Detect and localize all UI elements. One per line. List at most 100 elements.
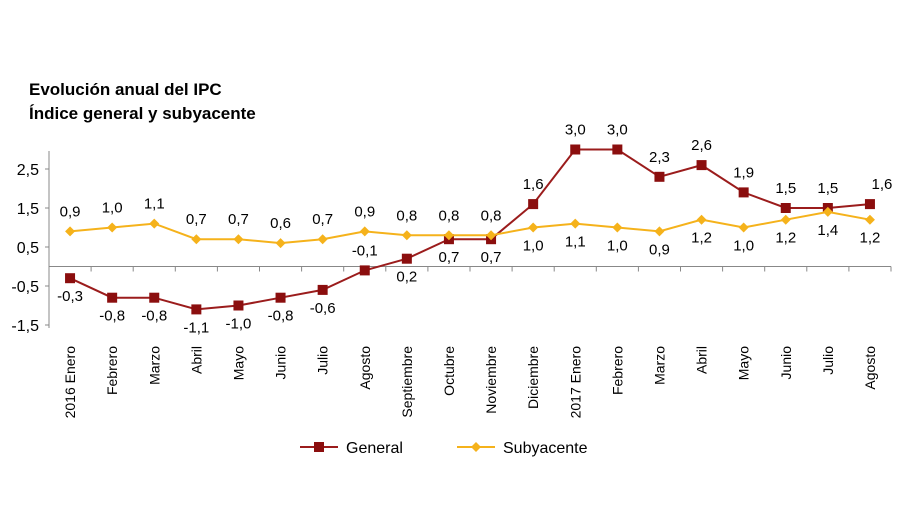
data-point-general bbox=[401, 253, 412, 264]
data-point-subyacente bbox=[696, 214, 707, 225]
data-point-subyacente bbox=[149, 218, 160, 229]
data-point-subyacente bbox=[486, 230, 497, 241]
x-tick-label: Abril bbox=[188, 346, 204, 374]
data-point-subyacente bbox=[359, 226, 370, 237]
x-tick-label: Mayo bbox=[230, 346, 246, 380]
data-label: 3,0 bbox=[565, 122, 586, 139]
data-point-general bbox=[780, 203, 791, 213]
data-label: -0,8 bbox=[99, 308, 125, 325]
x-tick-label: Junio bbox=[778, 346, 794, 380]
y-tick-label: -1,5 bbox=[11, 318, 39, 335]
data-label: 3,0 bbox=[607, 122, 628, 139]
data-point-general bbox=[864, 199, 875, 210]
x-tick-label: Octubre bbox=[441, 346, 457, 396]
data-point-general bbox=[233, 300, 244, 311]
data-label: 0,7 bbox=[439, 249, 460, 266]
x-tick-label: Junio bbox=[273, 346, 289, 380]
data-label: 2,3 bbox=[649, 149, 670, 166]
data-label: 1,2 bbox=[860, 230, 881, 247]
data-point-subyacente bbox=[443, 230, 454, 241]
data-label: 1,0 bbox=[607, 238, 628, 255]
data-label: 1,2 bbox=[775, 230, 796, 247]
data-point-subyacente bbox=[612, 222, 623, 233]
data-label: -0,3 bbox=[57, 288, 83, 305]
data-point-subyacente bbox=[654, 226, 665, 237]
data-label: 0,8 bbox=[439, 207, 460, 224]
x-tick-label: Septiembre bbox=[399, 346, 415, 418]
data-label: 0,8 bbox=[481, 207, 502, 224]
data-label: 1,2 bbox=[691, 230, 712, 247]
data-label: 0,7 bbox=[186, 211, 207, 228]
chart-subtitle: Índice general y subyacente bbox=[29, 104, 256, 123]
data-label: 1,0 bbox=[733, 238, 754, 255]
x-tick-label: Febrero bbox=[104, 346, 120, 395]
data-point-subyacente bbox=[864, 214, 875, 225]
x-tick-label: Agosto bbox=[357, 346, 373, 390]
data-label: 0,7 bbox=[312, 211, 333, 228]
data-label: -0,1 bbox=[352, 242, 378, 259]
legend-marker-square-icon bbox=[314, 442, 324, 452]
y-tick-label: -0,5 bbox=[11, 279, 39, 296]
x-tick-label: Febrero bbox=[609, 346, 625, 395]
data-label: 0,8 bbox=[396, 207, 417, 224]
data-label: 1,1 bbox=[565, 234, 586, 251]
legend-label: General bbox=[346, 440, 403, 457]
data-label: 1,9 bbox=[733, 164, 754, 181]
data-point-general bbox=[696, 160, 707, 171]
legend-label: Subyacente bbox=[503, 440, 588, 457]
x-tick-label: Marzo bbox=[651, 346, 667, 385]
x-tick-label: Marzo bbox=[146, 346, 162, 385]
y-tick-label: 2,5 bbox=[17, 162, 39, 179]
data-label: -0,8 bbox=[268, 308, 294, 325]
data-point-subyacente bbox=[317, 234, 328, 245]
data-label: 0,6 bbox=[270, 215, 291, 232]
data-label: 0,9 bbox=[60, 203, 81, 220]
chart-title: Evolución anual del IPC bbox=[29, 80, 222, 99]
data-point-general bbox=[359, 265, 370, 276]
data-point-general bbox=[654, 171, 665, 182]
data-point-general bbox=[275, 292, 286, 303]
data-point-general bbox=[317, 284, 328, 295]
data-point-general bbox=[191, 304, 202, 315]
data-point-subyacente bbox=[528, 222, 539, 233]
data-label: -1,0 bbox=[226, 316, 252, 333]
x-tick-label: Noviembre bbox=[483, 346, 499, 414]
data-point-subyacente bbox=[780, 214, 791, 225]
x-tick-label: 2016 Enero bbox=[62, 346, 78, 419]
data-label: 0,7 bbox=[481, 249, 502, 266]
data-label: 1,1 bbox=[144, 196, 165, 213]
data-point-subyacente bbox=[738, 222, 749, 233]
data-point-general bbox=[65, 273, 76, 284]
data-point-general bbox=[612, 144, 623, 155]
data-label: 1,5 bbox=[775, 180, 796, 197]
y-tick-label: 0,5 bbox=[17, 240, 39, 257]
data-label: -0,6 bbox=[310, 300, 336, 317]
data-label: 0,9 bbox=[649, 241, 670, 258]
data-point-subyacente bbox=[191, 234, 202, 245]
x-tick-label: Agosto bbox=[862, 346, 878, 390]
data-point-subyacente bbox=[401, 230, 412, 241]
x-tick-label: Abril bbox=[694, 346, 710, 374]
data-label: 1,0 bbox=[523, 238, 544, 255]
data-point-subyacente bbox=[570, 218, 581, 229]
data-label: -0,8 bbox=[141, 308, 167, 325]
x-tick-label: 2017 Enero bbox=[567, 346, 583, 419]
data-point-general bbox=[528, 199, 539, 210]
data-point-general bbox=[107, 292, 118, 303]
y-tick-label: 1,5 bbox=[17, 201, 39, 218]
legend-marker-diamond-icon bbox=[471, 442, 481, 452]
x-tick-label: Diciembre bbox=[525, 346, 541, 409]
data-point-subyacente bbox=[822, 206, 833, 217]
data-point-subyacente bbox=[275, 238, 286, 249]
x-tick-label: Julio bbox=[315, 346, 331, 375]
data-label: 1,6 bbox=[872, 176, 893, 193]
x-tick-label: Julio bbox=[820, 346, 836, 375]
data-point-general bbox=[149, 292, 160, 303]
series-line-general bbox=[69, 148, 871, 311]
data-point-general bbox=[570, 144, 581, 155]
data-label: 1,0 bbox=[102, 200, 123, 217]
data-point-subyacente bbox=[65, 226, 76, 237]
data-label: -1,1 bbox=[183, 319, 209, 336]
data-label: 0,9 bbox=[354, 203, 375, 220]
